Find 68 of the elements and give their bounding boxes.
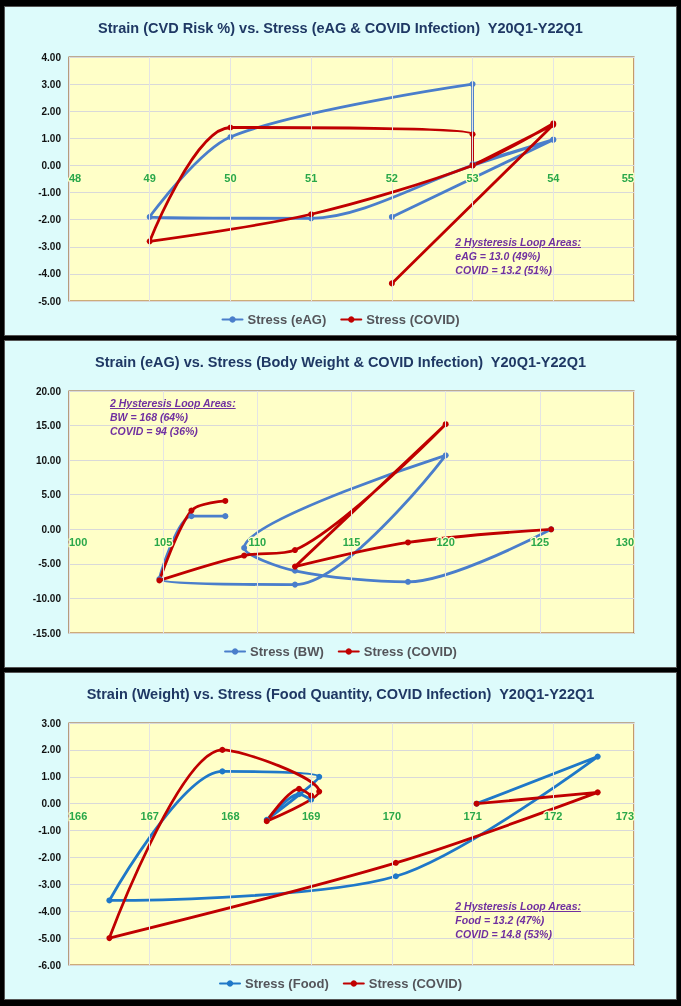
annotation: 2 Hysteresis Loop Areas: (455, 899, 581, 913)
y-tick-label: 3.00 (41, 78, 62, 90)
legend-label: Stress (BW) (250, 644, 324, 659)
x-tick-label: 48 (69, 171, 82, 184)
x-tick-label: 100 (69, 535, 88, 548)
y-tick-label: -3.00 (38, 241, 62, 253)
y-tick-label: -2.00 (38, 851, 62, 863)
annotation: 2 Hysteresis Loop Areas: (455, 235, 581, 249)
y-tick-label: 0.00 (41, 523, 62, 535)
x-tick-label: 168 (221, 809, 240, 822)
x-tick-label: 49 (143, 171, 156, 184)
legend-label: Stress (COVID) (363, 644, 457, 659)
annotation: BW = 168 (64%) (110, 410, 189, 424)
chart-title: Strain (Weight) vs. Stress (Food Quantity, COVID Infection) Y20Q1-Y22Q1 (86, 685, 595, 702)
legend-label: Stress (COVID) (366, 312, 460, 327)
x-tick-label: 173 (615, 809, 634, 822)
y-tick-label: -6.00 (38, 959, 62, 971)
chart-title: Strain (eAG) vs. Stress (Body Weight & COVID Infection) Y20Q1-Y22Q1 (95, 353, 586, 370)
y-tick-label: 0.00 (41, 159, 62, 171)
y-tick-label: -1.00 (38, 187, 62, 199)
annotation: eAG = 13.0 (49%) (455, 249, 542, 263)
legend-label: Stress (COVID) (368, 976, 462, 991)
y-tick-label: 0.00 (41, 798, 62, 810)
x-tick-label: 171 (463, 809, 482, 822)
y-tick-label: -5.00 (38, 558, 62, 570)
x-tick-label: 51 (305, 171, 318, 184)
annotation: COVID = 94 (36%) (110, 424, 199, 438)
x-tick-label: 115 (342, 535, 361, 548)
y-tick-label: -5.00 (38, 295, 62, 307)
y-tick-label: -2.00 (38, 214, 62, 226)
x-tick-label: 120 (436, 535, 455, 548)
y-tick-label: 2.00 (41, 105, 62, 117)
x-tick-label: 55 (621, 171, 634, 184)
x-tick-label: 130 (615, 535, 634, 548)
x-tick-label: 54 (547, 171, 561, 184)
x-tick-label: 105 (153, 535, 173, 548)
y-tick-label: 2.00 (41, 744, 62, 756)
y-tick-label: -10.00 (32, 592, 62, 604)
x-tick-label: 167 (140, 809, 159, 822)
annotation: COVID = 13.2 (51%) (455, 263, 553, 277)
x-tick-label: 125 (530, 535, 550, 548)
x-tick-label: 169 (301, 809, 321, 822)
annotation: COVID = 14.8 (53%) (455, 927, 553, 941)
x-tick-label: 110 (248, 535, 267, 548)
y-tick-label: 15.00 (35, 420, 62, 432)
x-tick-label: 166 (69, 809, 88, 822)
y-tick-label: -4.00 (38, 268, 62, 280)
y-tick-label: 10.00 (35, 454, 62, 466)
x-tick-label: 50 (224, 171, 237, 184)
y-tick-label: -5.00 (38, 932, 62, 944)
legend-label: Stress (eAG) (247, 312, 327, 327)
x-tick-label: 52 (385, 171, 398, 184)
y-tick-label: 20.00 (35, 385, 62, 397)
annotation: 2 Hysteresis Loop Areas: (110, 396, 236, 410)
annotation: Food = 13.2 (47%) (455, 913, 546, 927)
y-tick-label: 3.00 (41, 717, 62, 729)
y-tick-label: -4.00 (38, 905, 62, 917)
y-tick-label: -15.00 (32, 627, 62, 639)
y-tick-label: 5.00 (41, 489, 62, 501)
y-tick-label: -1.00 (38, 825, 62, 837)
y-tick-label: -3.00 (38, 878, 62, 890)
y-tick-label: 4.00 (41, 51, 62, 63)
x-tick-label: 172 (544, 809, 563, 822)
y-tick-label: 1.00 (41, 132, 62, 144)
chart-title: Strain (CVD Risk %) vs. Stress (eAG & COVID Infection) Y20Q1-Y22Q1 (98, 19, 583, 36)
y-tick-label: 1.00 (41, 771, 62, 783)
legend-label: Stress (Food) (245, 976, 329, 991)
x-tick-label: 170 (382, 809, 402, 822)
